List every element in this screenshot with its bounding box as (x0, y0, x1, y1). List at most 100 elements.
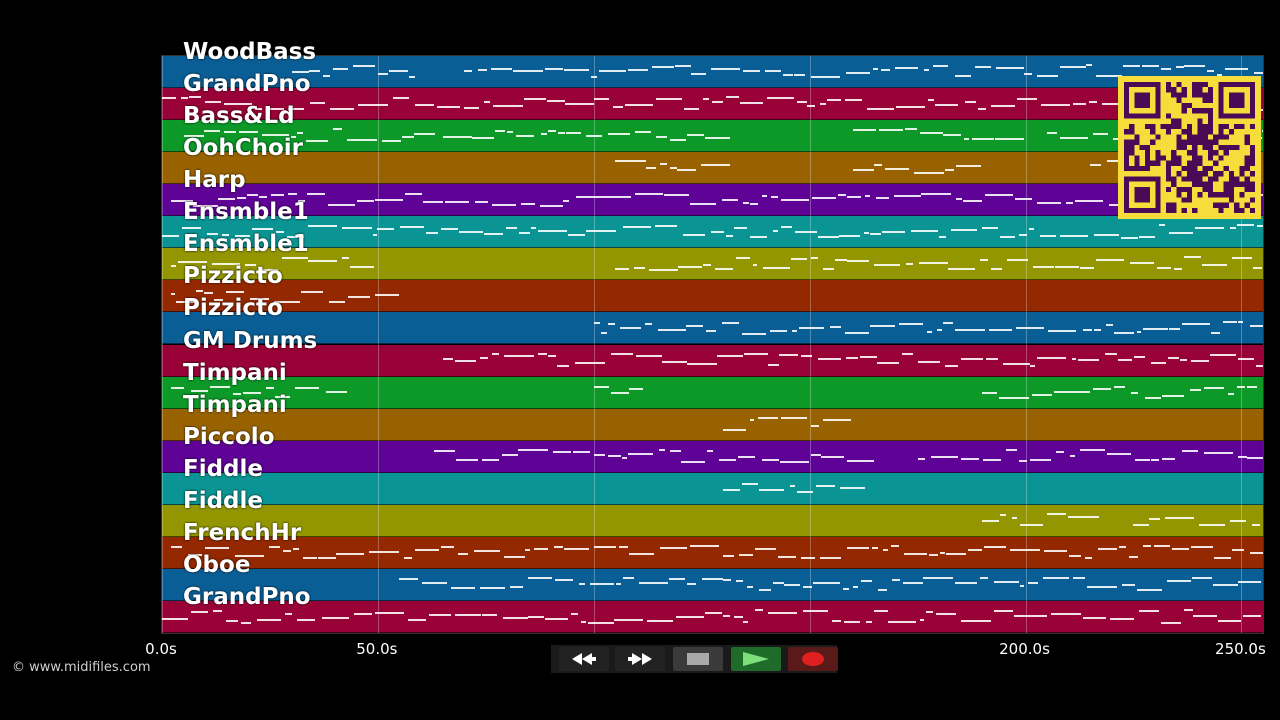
note-mark (1157, 266, 1172, 269)
note-mark (927, 330, 933, 333)
note-mark (221, 234, 229, 237)
track-label: GrandPno (183, 71, 311, 98)
note-mark (873, 68, 879, 71)
note-mark (372, 234, 378, 237)
note-mark (1227, 392, 1235, 395)
note-mark (874, 164, 883, 167)
fast-forward-button[interactable] (615, 647, 665, 671)
note-mark (964, 100, 976, 103)
note-mark (377, 228, 394, 231)
note-mark (1071, 357, 1077, 360)
note-mark (375, 199, 404, 202)
note-mark (885, 167, 910, 170)
stop-button[interactable] (673, 647, 723, 671)
track-label: FrenchHr (183, 519, 302, 546)
note-mark (1121, 583, 1135, 586)
note-mark (474, 200, 489, 203)
note-mark (923, 577, 953, 579)
track-lane (162, 248, 1263, 281)
note-mark (968, 548, 982, 551)
note-mark (703, 263, 712, 266)
note-mark (1161, 394, 1184, 397)
note-mark (1190, 545, 1214, 548)
note-mark (1015, 327, 1045, 330)
note-mark (1253, 72, 1263, 75)
note-mark (193, 204, 218, 207)
note-mark (902, 582, 923, 585)
note-mark (586, 230, 617, 233)
note-mark (1166, 580, 1191, 583)
note-mark (936, 328, 943, 331)
note-mark (557, 364, 569, 367)
note-mark (935, 103, 959, 106)
note-mark (484, 100, 490, 103)
note-mark (287, 236, 304, 239)
note-mark (357, 200, 375, 203)
note-mark (347, 295, 371, 298)
note-mark (271, 618, 282, 621)
track-label: OohChoir (183, 135, 304, 162)
note-mark (610, 352, 634, 355)
note-mark (1030, 365, 1036, 368)
note-mark (594, 545, 616, 548)
note-mark (963, 200, 983, 203)
track-lane (162, 440, 1263, 473)
note-mark (1078, 359, 1100, 362)
note-mark (817, 236, 839, 239)
track-lane (162, 472, 1263, 505)
note-mark (275, 230, 285, 233)
note-mark (736, 257, 751, 260)
note-mark (203, 292, 214, 295)
note-mark (846, 195, 862, 198)
note-mark (296, 132, 304, 135)
note-mark (593, 454, 606, 457)
note-mark (333, 128, 342, 131)
note-mark (742, 201, 750, 204)
note-mark (170, 292, 176, 295)
note-mark (865, 195, 870, 198)
note-mark (927, 98, 935, 101)
note-mark (1133, 355, 1145, 358)
note-mark (1169, 232, 1194, 235)
note-mark (863, 232, 869, 235)
note-mark (1013, 615, 1039, 618)
note-mark (409, 76, 415, 79)
note-mark (877, 361, 900, 364)
note-mark (528, 616, 544, 619)
note-mark (393, 97, 410, 100)
note-mark (1176, 66, 1185, 69)
note-mark (758, 417, 778, 420)
note-mark (656, 136, 667, 138)
note-mark (990, 105, 1016, 108)
rewind-button[interactable] (559, 647, 609, 671)
note-mark (994, 138, 1024, 141)
note-mark (1256, 365, 1263, 368)
note-mark (996, 67, 1024, 70)
track-label: Bass&Ld (183, 103, 295, 130)
note-mark (1141, 64, 1159, 67)
note-mark (454, 614, 481, 617)
note-mark (1256, 224, 1263, 227)
note-mark (572, 450, 590, 453)
note-mark (1069, 454, 1076, 457)
note-mark (1204, 387, 1225, 390)
note-mark (399, 578, 418, 581)
note-mark (938, 236, 946, 239)
note-mark (682, 233, 705, 236)
note-mark (190, 389, 208, 392)
record-button[interactable] (788, 647, 838, 671)
note-mark (988, 328, 1013, 331)
note-mark (534, 548, 549, 551)
note-mark (982, 227, 999, 230)
note-mark (188, 554, 203, 557)
note-mark (700, 164, 730, 167)
note-mark (994, 610, 1013, 613)
play-button[interactable] (731, 647, 781, 671)
note-mark (1191, 360, 1209, 363)
note-mark (1054, 266, 1079, 269)
note-mark (1162, 458, 1176, 461)
note-mark (1097, 547, 1117, 550)
track-lane (162, 120, 1263, 153)
note-mark (565, 102, 595, 105)
note-mark (636, 355, 662, 357)
